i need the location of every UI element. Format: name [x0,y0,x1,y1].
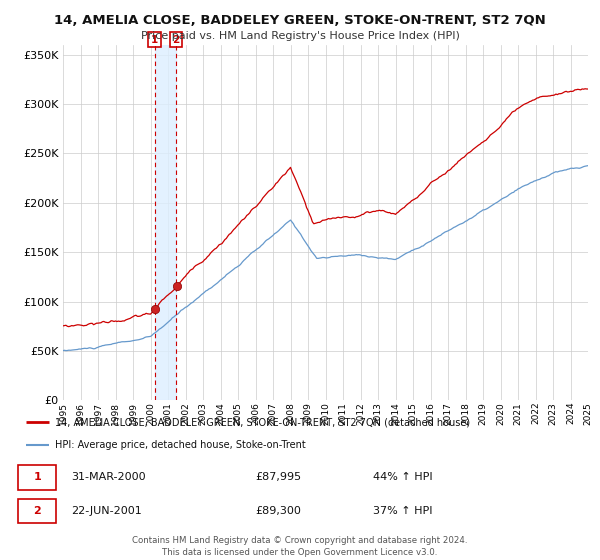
Text: 44% ↑ HPI: 44% ↑ HPI [373,473,433,483]
Text: 1: 1 [34,473,41,483]
Text: 1: 1 [151,35,158,45]
Text: £87,995: £87,995 [255,473,301,483]
Text: 2: 2 [34,506,41,516]
Text: 14, AMELIA CLOSE, BADDELEY GREEN, STOKE-ON-TRENT, ST2 7QN (detached house): 14, AMELIA CLOSE, BADDELEY GREEN, STOKE-… [55,417,470,427]
Text: HPI: Average price, detached house, Stoke-on-Trent: HPI: Average price, detached house, Stok… [55,440,305,450]
Text: 14, AMELIA CLOSE, BADDELEY GREEN, STOKE-ON-TRENT, ST2 7QN: 14, AMELIA CLOSE, BADDELEY GREEN, STOKE-… [54,14,546,27]
Text: Price paid vs. HM Land Registry's House Price Index (HPI): Price paid vs. HM Land Registry's House … [140,31,460,41]
Text: 2: 2 [173,35,180,45]
FancyBboxPatch shape [18,499,56,523]
Text: Contains HM Land Registry data © Crown copyright and database right 2024.
This d: Contains HM Land Registry data © Crown c… [132,536,468,557]
Text: 31-MAR-2000: 31-MAR-2000 [71,473,146,483]
Bar [155,45,176,400]
Text: £89,300: £89,300 [255,506,301,516]
Text: 22-JUN-2001: 22-JUN-2001 [71,506,142,516]
FancyBboxPatch shape [18,465,56,489]
Text: 37% ↑ HPI: 37% ↑ HPI [373,506,433,516]
